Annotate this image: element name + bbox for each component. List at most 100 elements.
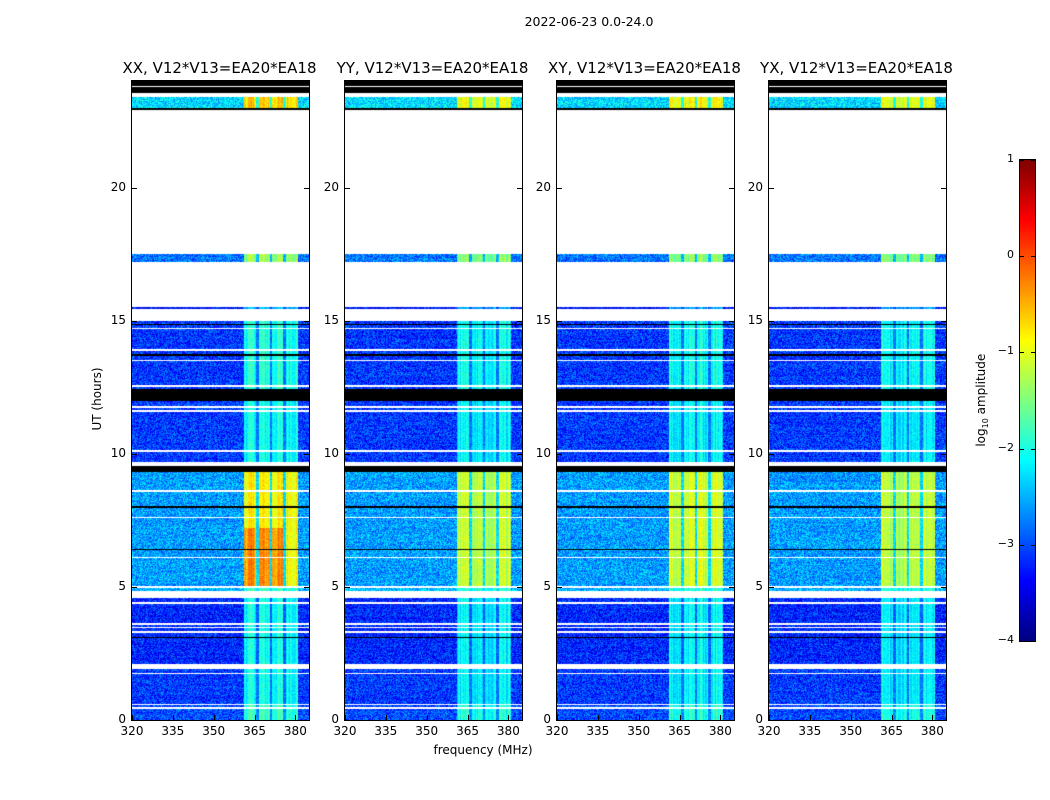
x-tick-label: 365 bbox=[668, 724, 691, 738]
colorbar-tick-mark bbox=[1031, 160, 1035, 161]
colorbar-gradient bbox=[1020, 160, 1035, 641]
y-tick-mark bbox=[345, 586, 350, 588]
colorbar-tick-label: −3 bbox=[997, 536, 1014, 550]
colorbar-tick-label: −4 bbox=[997, 633, 1014, 646]
x-tick-label: 320 bbox=[757, 724, 781, 738]
x-tick-mark bbox=[679, 715, 681, 720]
x-tick-mark bbox=[809, 715, 811, 720]
x-tick-label: 320 bbox=[333, 724, 357, 738]
y-axis-label: UT (hours) bbox=[90, 367, 104, 431]
x-tick-mark bbox=[213, 81, 215, 85]
x-tick-label: 335 bbox=[798, 724, 822, 738]
x-tick-label: 380 bbox=[283, 724, 307, 738]
x-tick-label: 320 bbox=[120, 724, 144, 738]
y-tick-mark bbox=[517, 720, 522, 721]
x-tick-label: 350 bbox=[839, 724, 863, 738]
x-tick-mark bbox=[891, 81, 893, 85]
y-tick-mark bbox=[941, 453, 946, 455]
y-tick-mark bbox=[132, 453, 137, 455]
x-tick-mark bbox=[932, 715, 934, 720]
waterfall-heatmap bbox=[345, 81, 522, 720]
x-tick-mark bbox=[850, 81, 852, 85]
x-tick-mark bbox=[213, 715, 215, 720]
panel-2 bbox=[556, 80, 735, 721]
x-tick-label: 380 bbox=[496, 724, 520, 738]
x-tick-mark bbox=[295, 715, 297, 720]
x-tick-mark bbox=[345, 715, 346, 720]
x-tick-label: 380 bbox=[920, 724, 944, 738]
y-tick-mark bbox=[557, 720, 562, 721]
x-tick-mark bbox=[769, 715, 770, 720]
colorbar-tick-mark bbox=[1031, 448, 1035, 450]
y-tick-mark bbox=[729, 720, 734, 721]
y-tick-mark bbox=[557, 453, 562, 455]
colorbar-tick-mark bbox=[1020, 256, 1024, 258]
y-tick-label: 10 bbox=[110, 445, 126, 460]
y-tick-label: 20 bbox=[535, 179, 551, 194]
x-tick-label: 350 bbox=[202, 724, 226, 738]
panel-title-yy: YY, V12*V13=EA20*EA18 bbox=[336, 59, 529, 77]
y-tick-label: 20 bbox=[110, 179, 126, 194]
x-tick-mark bbox=[850, 715, 852, 720]
x-tick-mark bbox=[172, 81, 174, 85]
y-tick-label: 15 bbox=[110, 312, 126, 327]
y-tick-mark bbox=[132, 586, 137, 588]
x-tick-mark bbox=[467, 715, 469, 720]
x-tick-mark bbox=[467, 81, 469, 85]
y-tick-mark bbox=[769, 187, 774, 189]
panel-1 bbox=[344, 80, 523, 721]
x-tick-mark bbox=[557, 715, 558, 720]
colorbar-tick-label: −2 bbox=[997, 440, 1014, 454]
y-tick-label: 0 bbox=[543, 712, 551, 726]
x-tick-mark bbox=[720, 715, 722, 720]
colorbar-tick-mark bbox=[1031, 256, 1035, 258]
y-tick-mark bbox=[304, 320, 309, 322]
x-tick-label: 335 bbox=[374, 724, 398, 738]
panel-0 bbox=[131, 80, 310, 721]
y-tick-mark bbox=[769, 320, 774, 322]
panel-title-xy: XY, V12*V13=EA20*EA18 bbox=[548, 59, 741, 77]
y-tick-mark bbox=[304, 720, 309, 721]
x-tick-label: 335 bbox=[586, 724, 610, 738]
colorbar-tick-mark bbox=[1020, 160, 1024, 161]
y-tick-mark bbox=[729, 453, 734, 455]
y-tick-mark bbox=[769, 453, 774, 455]
y-tick-mark bbox=[557, 586, 562, 588]
y-tick-mark bbox=[345, 720, 350, 721]
x-tick-label: 320 bbox=[545, 724, 569, 738]
y-tick-mark bbox=[345, 453, 350, 455]
y-tick-label: 0 bbox=[118, 712, 126, 726]
colorbar-tick-mark bbox=[1031, 544, 1035, 546]
y-tick-mark bbox=[729, 187, 734, 189]
colorbar-tick-mark bbox=[1031, 352, 1035, 354]
y-tick-label: 0 bbox=[331, 712, 339, 726]
colorbar-tick-mark bbox=[1020, 641, 1024, 642]
y-tick-mark bbox=[729, 320, 734, 322]
x-tick-mark bbox=[132, 81, 133, 85]
x-tick-mark bbox=[132, 715, 133, 720]
colorbar-tick-mark bbox=[1031, 641, 1035, 642]
y-tick-label: 10 bbox=[535, 445, 551, 460]
y-tick-label: 5 bbox=[118, 578, 126, 593]
colorbar bbox=[1019, 159, 1036, 642]
y-tick-label: 10 bbox=[747, 445, 763, 460]
x-tick-label: 365 bbox=[243, 724, 266, 738]
x-tick-mark bbox=[172, 715, 174, 720]
y-tick-mark bbox=[517, 187, 522, 189]
y-tick-mark bbox=[132, 720, 137, 721]
x-tick-mark bbox=[720, 81, 722, 85]
x-tick-label: 350 bbox=[415, 724, 439, 738]
colorbar-tick-mark bbox=[1020, 544, 1024, 546]
x-tick-mark bbox=[426, 81, 428, 85]
y-tick-label: 15 bbox=[323, 312, 339, 327]
y-tick-label: 15 bbox=[747, 312, 763, 327]
y-tick-mark bbox=[132, 187, 137, 189]
y-tick-mark bbox=[517, 586, 522, 588]
x-axis-label: frequency (MHz) bbox=[433, 743, 533, 757]
x-tick-label: 350 bbox=[627, 724, 651, 738]
y-tick-mark bbox=[345, 187, 350, 189]
figure-title: 2022-06-23 0.0-24.0 bbox=[524, 14, 654, 29]
x-tick-mark bbox=[254, 715, 256, 720]
y-tick-label: 5 bbox=[331, 578, 339, 593]
